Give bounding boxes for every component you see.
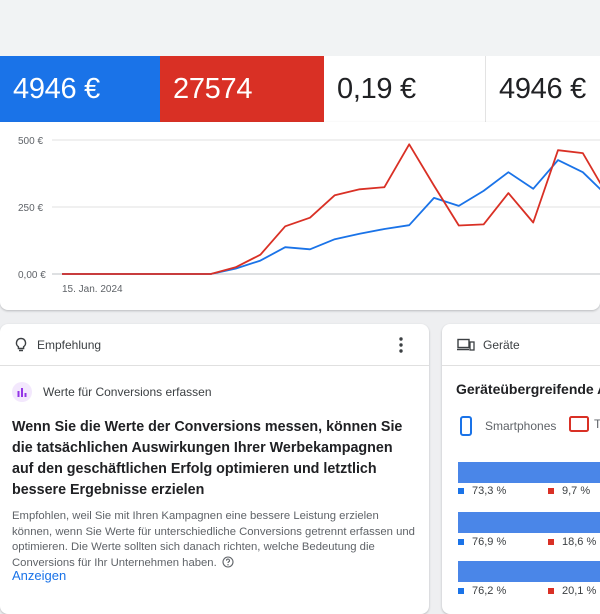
smartphone-share-value: 76,2 % <box>472 585 507 597</box>
tablet-share-value: 9,7 % <box>562 485 591 497</box>
series-line-blue <box>62 159 600 275</box>
smartphone-share-value: 76,9 % <box>472 536 507 548</box>
legend-square <box>458 588 464 594</box>
legend-square <box>548 588 554 594</box>
metric-value: 0,19 € <box>337 72 416 105</box>
recommendation-card: Empfehlung Werte für Conversions erfasse… <box>0 324 429 614</box>
legend-tablets-label: T <box>594 417 600 431</box>
recommendation-header-label: Empfehlung <box>37 337 102 352</box>
recommendation-body-text: Empfohlen, weil Sie mit Ihren Kampagnen … <box>12 510 415 569</box>
tablet-icon <box>569 416 589 432</box>
devices-header-label: Geräte <box>483 337 520 352</box>
recommendation-title: Werte für Conversions erfassen <box>43 385 212 399</box>
legend-square <box>548 488 554 494</box>
x-tick-label: 15. Jan. 2024 <box>62 284 123 295</box>
devices-title: Geräteübergreifende An <box>456 381 600 397</box>
legend-tablets[interactable]: T <box>569 416 600 432</box>
smartphone-share: 73,3 % <box>458 485 506 497</box>
recommendation-description: Empfohlen, weil Sie mit Ihren Kampagnen … <box>12 509 415 571</box>
metric-tile-impressions[interactable]: 27574 <box>160 56 324 122</box>
top-strip <box>0 0 600 56</box>
tablet-share: 20,1 % <box>548 585 596 597</box>
devices-header: Geräte <box>442 324 600 366</box>
metric-tile-cost[interactable]: 4946 € <box>0 56 160 122</box>
y-tick-label: 0,00 € <box>18 270 46 281</box>
smartphone-share: 76,2 % <box>458 585 506 597</box>
series-line-red <box>62 143 600 275</box>
tablet-share: 18,6 % <box>548 536 596 548</box>
tablet-share: 9,7 % <box>548 485 590 497</box>
metric-tiles: 4946 € 27574 0,19 € 4946 € <box>0 56 600 122</box>
device-bar <box>458 462 600 483</box>
legend-square <box>548 539 554 545</box>
show-link[interactable]: Anzeigen <box>12 568 67 583</box>
devices-icon <box>457 338 475 351</box>
y-tick-label: 250 € <box>18 203 43 214</box>
metric-tile-cost-2[interactable]: 4946 € <box>486 56 600 122</box>
performance-chart-card: 500 € 250 € 0,00 € 15. Jan. 2024 <box>0 122 600 310</box>
legend-square <box>458 539 464 545</box>
metric-value: 27574 <box>173 72 253 105</box>
metric-value: 4946 € <box>499 72 586 105</box>
help-icon[interactable] <box>222 555 234 568</box>
legend-smartphones[interactable]: Smartphones <box>460 416 556 436</box>
smartphone-share-value: 73,3 % <box>472 485 507 497</box>
smartphone-share: 76,9 % <box>458 536 506 548</box>
more-vert-icon[interactable] <box>393 336 409 354</box>
recommendation-headline: Wenn Sie die Werte der Conversions messe… <box>12 419 403 498</box>
tablet-share-value: 18,6 % <box>562 536 597 548</box>
legend-smartphones-label: Smartphones <box>485 419 557 433</box>
metric-value: 4946 € <box>13 72 100 105</box>
recommendation-header: Empfehlung <box>0 324 429 366</box>
y-tick-label: 500 € <box>18 136 43 147</box>
metric-tile-avg-cpc[interactable]: 0,19 € <box>324 56 486 122</box>
tablet-share-value: 20,1 % <box>562 585 597 597</box>
device-bar <box>458 512 600 533</box>
recommendation-title-row: Werte für Conversions erfassen <box>12 382 429 402</box>
performance-chart: 500 € 250 € 0,00 € 15. Jan. 2024 <box>18 136 600 295</box>
lightbulb-icon <box>15 337 27 351</box>
smartphone-icon <box>460 416 472 436</box>
bar-chart-icon <box>12 382 32 402</box>
legend-square <box>458 488 464 494</box>
device-bar <box>458 561 600 582</box>
devices-card: Geräte Geräteübergreifende An Smartphone… <box>442 324 600 614</box>
